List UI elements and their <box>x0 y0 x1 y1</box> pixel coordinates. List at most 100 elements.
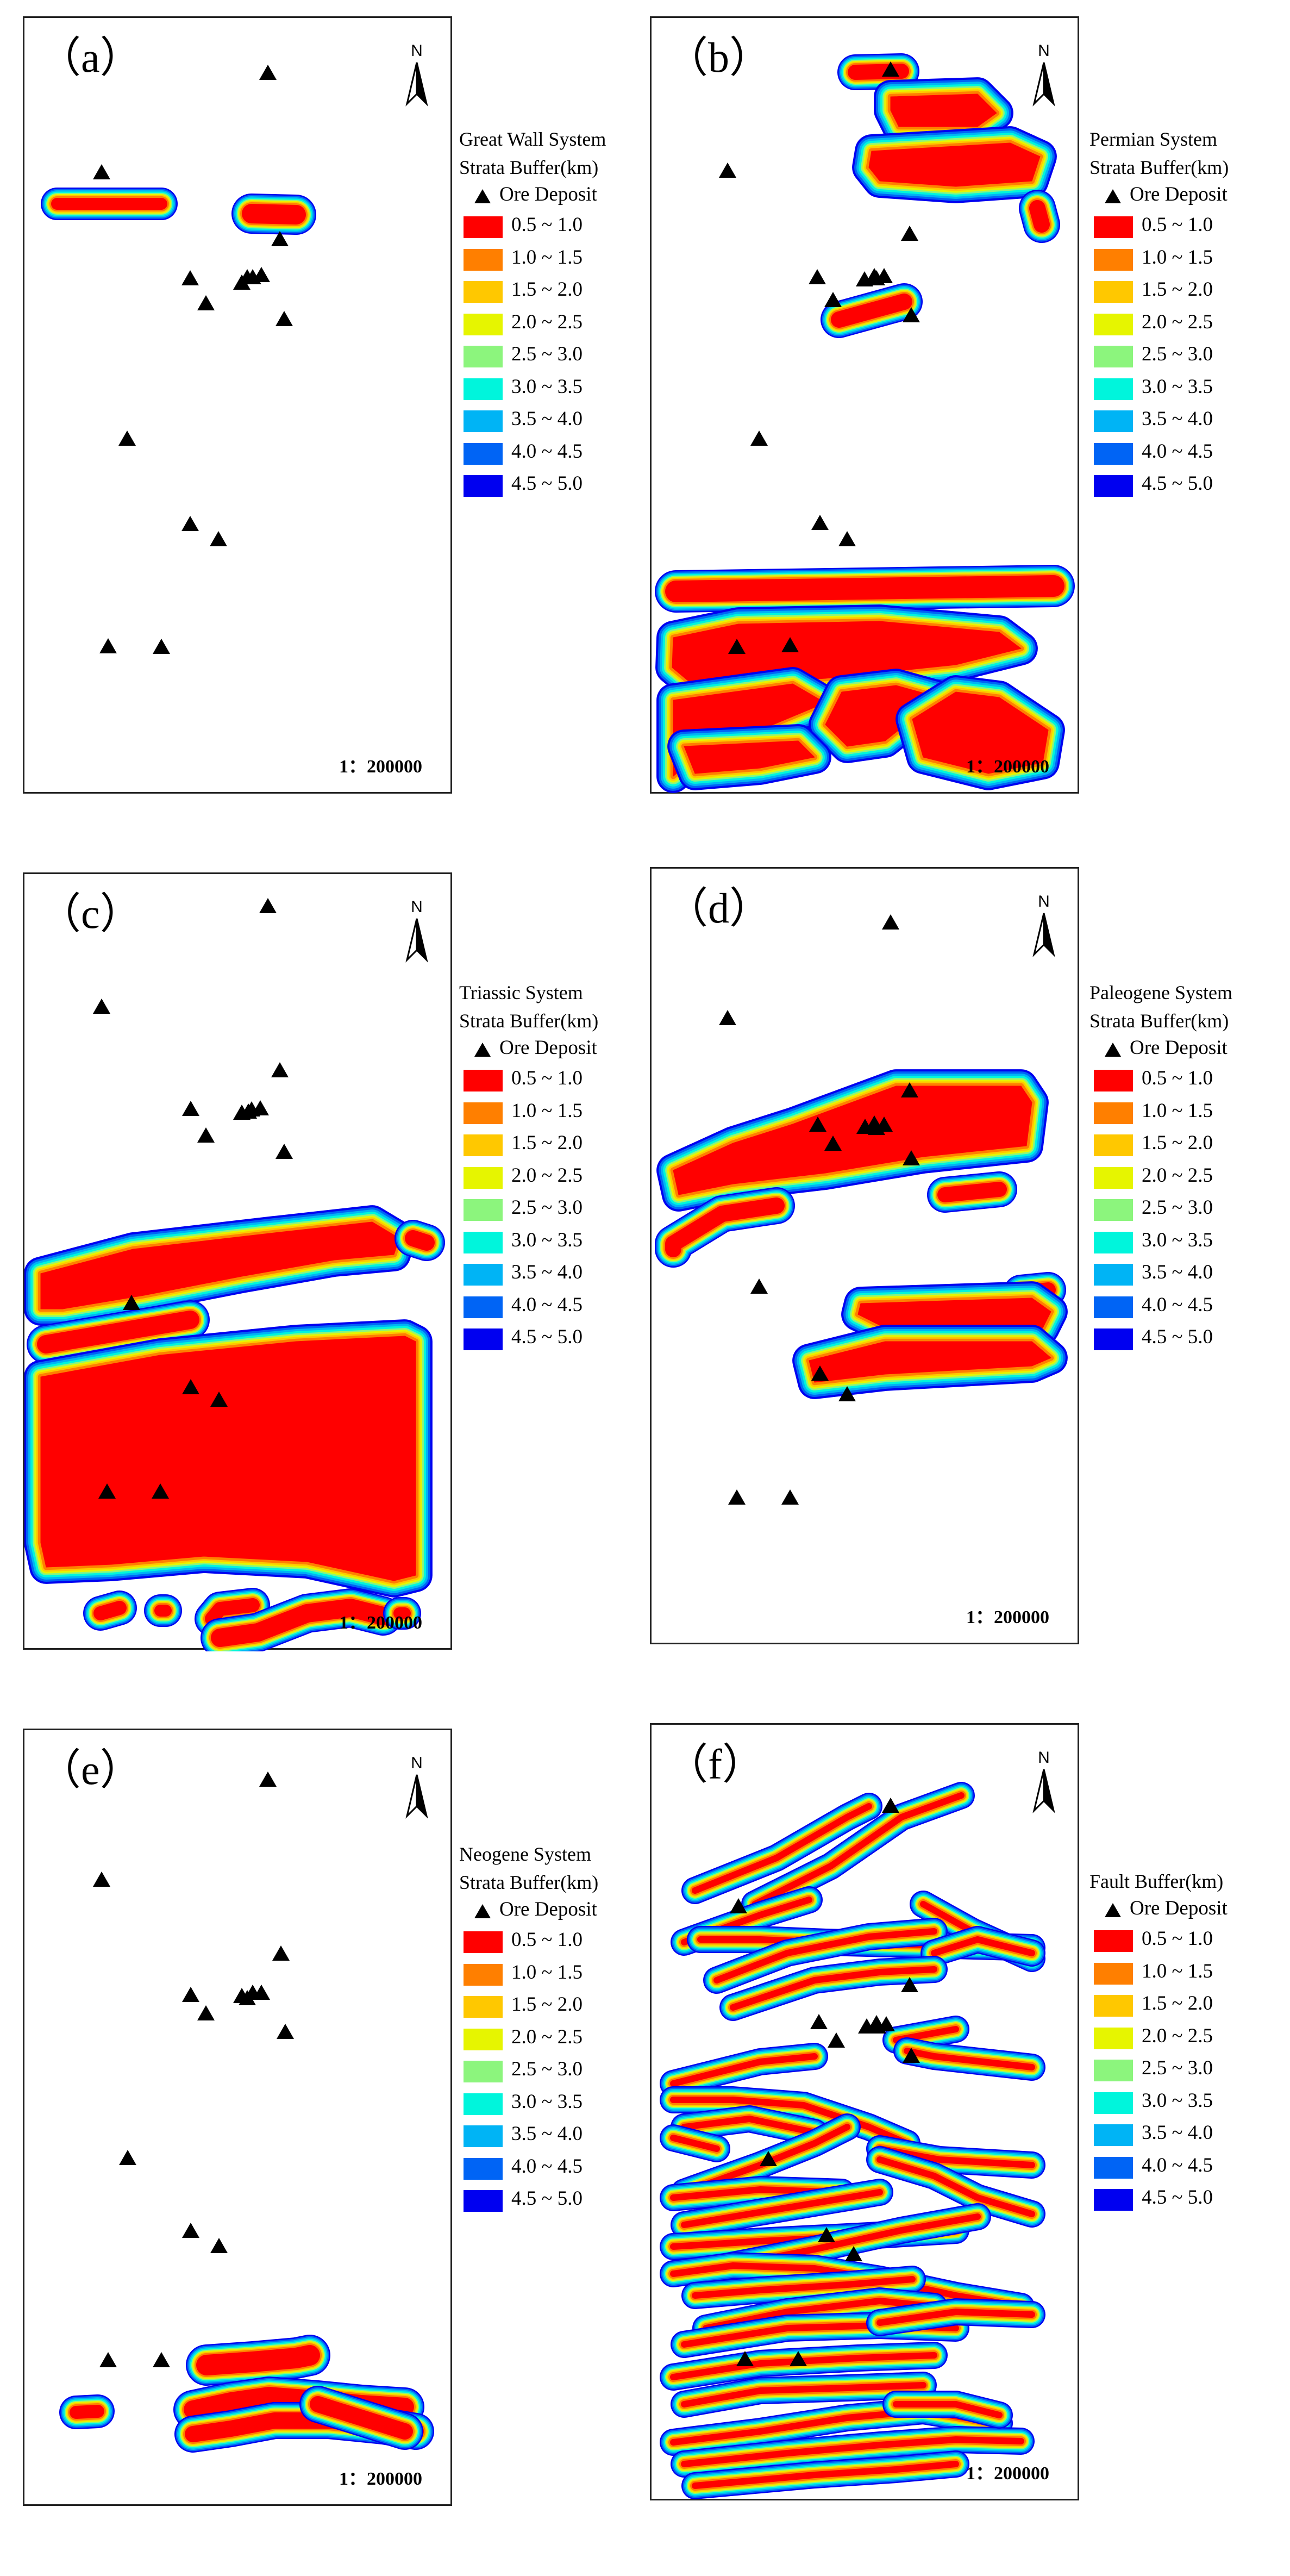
buffer-zone <box>670 2135 720 2152</box>
legend-class-label: 0.5 ~ 1.0 <box>511 1929 583 1951</box>
legend-class-label: 3.5 ~ 4.0 <box>1142 2122 1213 2144</box>
ore-deposit-marker <box>760 2151 777 2166</box>
ore-deposit-marker <box>824 292 842 307</box>
legend-title: Fault Buffer(km) <box>1089 1870 1224 1892</box>
ore-deposit-marker <box>781 637 799 652</box>
buffer-zone <box>673 1086 1032 1195</box>
legend-class-label: 1.0 ~ 1.5 <box>511 1099 583 1122</box>
legend-class-label: 2.0 ~ 2.5 <box>1142 310 1213 333</box>
legend-class-label: 1.0 ~ 1.5 <box>1142 1960 1213 1982</box>
legend-swatch <box>464 442 503 465</box>
buffer-zone <box>931 1936 1035 1956</box>
buffer-zone <box>692 2461 959 2489</box>
ore-deposit-marker <box>277 2024 294 2039</box>
ore-deposit-marker <box>903 2048 920 2063</box>
buffer-zone <box>205 1598 260 1626</box>
legend-title: Neogene System <box>459 1843 591 1865</box>
ore-deposit-marker <box>811 1365 829 1381</box>
legend-swatch <box>1094 1328 1133 1350</box>
legend-swatch <box>464 1070 503 1091</box>
ore-deposit-marker <box>182 2223 199 2238</box>
ore-deposit-marker <box>824 1136 842 1151</box>
legend-swatch <box>464 1996 503 2018</box>
legend-class-label: 3.0 ~ 3.5 <box>511 375 583 398</box>
buffer-zone <box>831 294 912 328</box>
panel-label: （e） <box>39 1746 142 1793</box>
ore-deposit-marker <box>882 61 899 77</box>
legend-class-label: 1.0 ~ 1.5 <box>1142 246 1213 269</box>
buffer-zone <box>665 1197 785 1257</box>
legend-swatch <box>1094 216 1133 238</box>
legend-swatch <box>464 410 503 432</box>
legend-class-label: 1.5 ~ 2.0 <box>1142 278 1213 301</box>
legend-class-label: 0.5 ~ 1.0 <box>1142 214 1213 236</box>
buffer-zone <box>196 2345 320 2375</box>
ore-deposit-marker <box>253 267 270 282</box>
buffer-zone <box>752 1792 965 1907</box>
legend-swatch <box>464 1264 503 1286</box>
ore-deposit-marker <box>259 1772 277 1787</box>
legend-class-label: 1.5 ~ 2.0 <box>1142 1132 1213 1154</box>
legend-class-label: 0.5 ~ 1.0 <box>511 214 583 236</box>
legend-subtitle: Strata Buffer(km) <box>459 1872 599 1893</box>
legend-class-label: 2.0 ~ 2.5 <box>511 1164 583 1187</box>
legend-class-label: 2.5 ~ 3.0 <box>1142 343 1213 365</box>
ore-deposits <box>93 1772 294 2367</box>
buffer-zone <box>405 1230 435 1251</box>
legend-subtitle: Strata Buffer(km) <box>1089 1010 1229 1032</box>
ore-deposit-marker <box>153 2352 170 2367</box>
strata-buffers <box>655 1069 1068 1399</box>
ore-deposit-label: Ore Deposit <box>499 1898 597 1920</box>
ore-deposit-marker <box>838 531 856 546</box>
ore-deposit-marker <box>809 269 826 284</box>
ore-deposit-marker <box>93 1872 110 1887</box>
legend-f: Fault Buffer(km) Ore Deposit 0.5 ~ 1.0 1.0… <box>1089 1867 1290 2248</box>
legend-swatch <box>1094 1231 1133 1253</box>
map-canvas: N <box>660 1749 1055 2499</box>
ore-deposit-marker <box>901 1082 918 1097</box>
ore-deposit-marker <box>118 431 136 446</box>
legend-class-label: 3.0 ~ 3.5 <box>1142 2089 1213 2112</box>
legend-title: Great Wall System <box>459 128 606 150</box>
legend-class-label: 2.0 ~ 2.5 <box>1142 2024 1213 2047</box>
ore-deposit-marker <box>181 516 199 531</box>
scale-bar-label: 1：200000 <box>966 1607 1049 1627</box>
map-canvas: N <box>59 1754 434 2453</box>
buffer-zone <box>93 1601 127 1620</box>
ore-deposit-icon <box>1105 1903 1121 1917</box>
ore-deposit-marker <box>750 431 768 446</box>
legend-class-label: 2.0 ~ 2.5 <box>1142 1164 1213 1187</box>
map-canvas: N <box>655 42 1075 793</box>
legend-swatch <box>464 475 503 497</box>
legend-swatch <box>464 248 503 271</box>
legend-swatch <box>464 281 503 303</box>
ore-deposit-marker <box>719 163 736 178</box>
ore-deposit-marker <box>811 515 829 530</box>
legend-swatch <box>1094 1930 1133 1952</box>
legend-swatch <box>464 2061 503 2082</box>
scale-bar-label: 1：200000 <box>966 2463 1049 2484</box>
legend-swatch <box>464 2093 503 2115</box>
north-label: N <box>411 42 423 60</box>
legend-swatch <box>464 1134 503 1156</box>
ore-deposit-marker <box>845 2246 862 2261</box>
buffer-zone <box>681 2124 850 2195</box>
map-panel-b: （b） N 1：200000 <box>650 16 1079 794</box>
ore-deposit-marker <box>272 1945 290 1961</box>
legend-title: Paleogene System <box>1089 982 1232 1003</box>
north-arrow-icon: N <box>1032 893 1055 957</box>
legend-swatch <box>1094 1296 1133 1318</box>
panel-label: （f） <box>666 1741 765 1788</box>
fault-buffers <box>660 1782 1045 2499</box>
legend-swatch <box>1094 248 1133 271</box>
buffer-zone <box>684 740 815 774</box>
legend-class-label: 3.5 ~ 4.0 <box>1142 408 1213 430</box>
ore-deposit-marker <box>210 2238 228 2253</box>
legend-class-label: 1.5 ~ 2.0 <box>1142 1992 1213 2014</box>
north-label: N <box>411 898 423 916</box>
legend-swatch <box>1094 1995 1133 2017</box>
buffer-zone <box>670 2352 937 2380</box>
map-panel-f: （f） N 1：200000 <box>650 1723 1079 2500</box>
ore-deposits <box>730 1798 920 2366</box>
legend-swatch <box>1094 1070 1133 1091</box>
